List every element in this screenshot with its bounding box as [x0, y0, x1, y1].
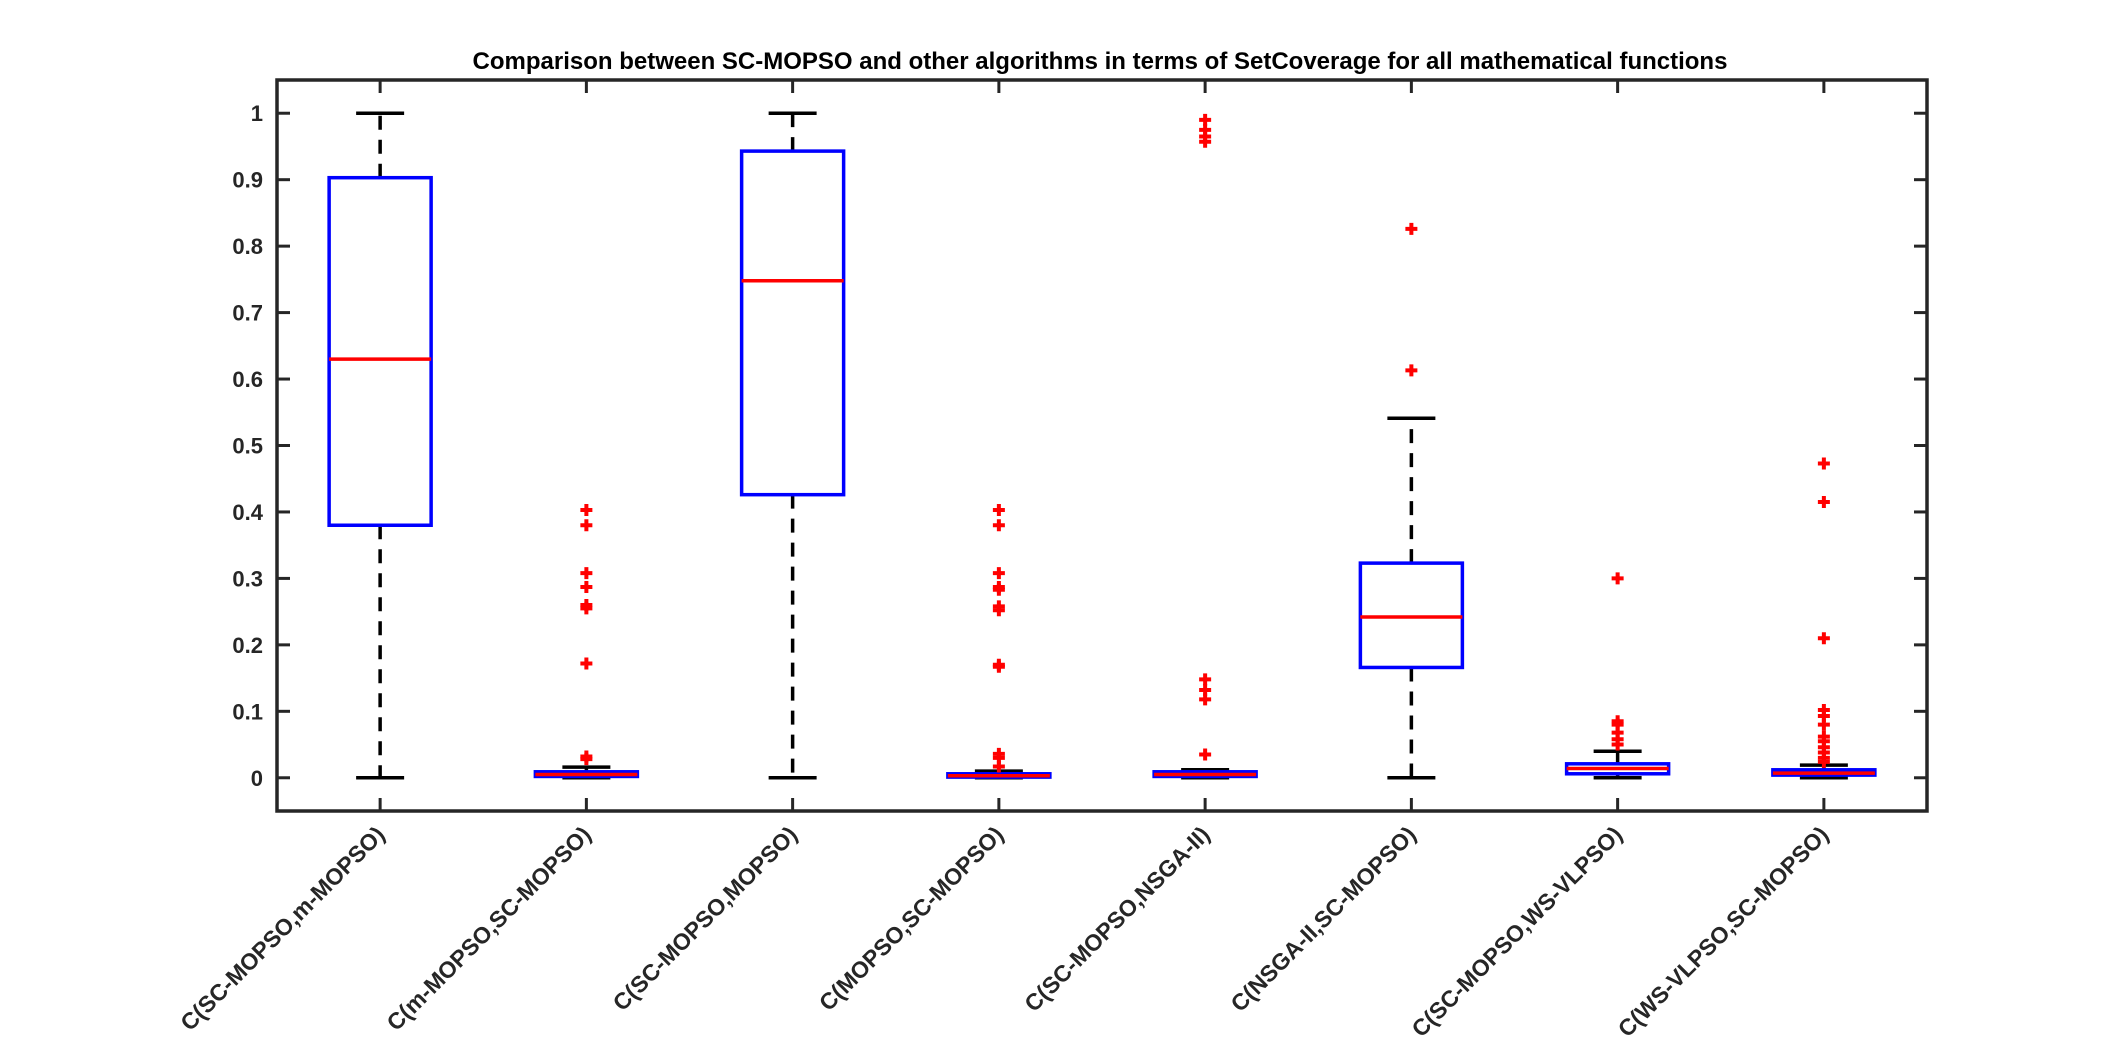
outlier-marker — [992, 747, 1005, 760]
outlier-marker — [1817, 457, 1830, 470]
chart-title: Comparison between SC-MOPSO and other al… — [473, 48, 1728, 75]
outlier-marker — [580, 581, 593, 594]
y-tick-label: 0.7 — [232, 301, 263, 326]
outlier-marker — [992, 503, 1005, 516]
y-tick-label: 0.1 — [232, 699, 263, 724]
outlier-marker — [1817, 495, 1830, 508]
boxes — [327, 111, 1877, 780]
outlier-marker — [1817, 632, 1830, 645]
plot-area-frame — [275, 78, 1929, 813]
outlier-marker — [1199, 113, 1212, 126]
outlier-marker — [1199, 684, 1212, 697]
outlier-marker — [992, 600, 1005, 613]
box-group — [327, 111, 433, 780]
outlier-marker — [1405, 364, 1418, 377]
box-iqr — [327, 175, 433, 527]
outlier-marker — [1817, 703, 1830, 716]
outlier-marker — [580, 657, 593, 670]
y-tick-label: 0.3 — [232, 566, 263, 591]
box-group — [1771, 457, 1877, 780]
outlier-marker — [1817, 730, 1830, 743]
outlier-marker — [992, 567, 1005, 580]
outlier-marker — [992, 581, 1005, 594]
y-tick-label: 0.6 — [232, 367, 263, 392]
outlier-marker — [1199, 748, 1212, 761]
y-tick-label: 0.4 — [232, 500, 263, 525]
outlier-marker — [992, 658, 1005, 671]
y-tick-label: 0.5 — [232, 434, 263, 459]
box-group — [533, 503, 640, 780]
outlier-marker — [1611, 572, 1624, 585]
y-tick-label: 0.9 — [232, 168, 263, 193]
box-group — [946, 503, 1052, 780]
outlier-marker — [1611, 715, 1624, 728]
y-tick-label: 1 — [251, 101, 263, 126]
outlier-marker — [1199, 673, 1212, 686]
box-iqr — [739, 149, 846, 497]
box-group — [1564, 572, 1671, 780]
y-tick-label: 0.8 — [232, 234, 263, 259]
box-group — [739, 111, 846, 780]
outlier-marker — [580, 750, 593, 763]
outlier-marker — [580, 598, 593, 611]
y-tick-label: 0.2 — [232, 633, 263, 658]
outlier-marker — [992, 519, 1005, 532]
outlier-marker — [580, 503, 593, 516]
outlier-marker — [1405, 222, 1418, 235]
outlier-marker — [580, 567, 593, 580]
y-tick-label: 0 — [251, 766, 263, 791]
box-group — [1358, 222, 1465, 780]
outlier-marker — [580, 519, 593, 532]
box-group — [1152, 113, 1258, 780]
